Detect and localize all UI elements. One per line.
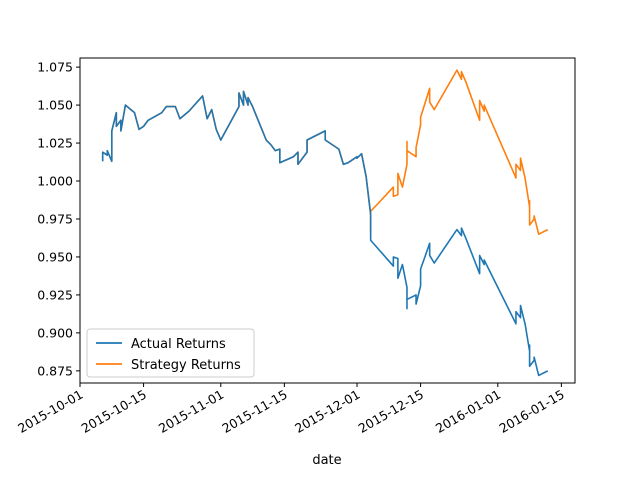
y-tick-label: 1.050: [37, 98, 73, 113]
plot-frame: [79, 57, 576, 384]
axes-layer: [79, 57, 576, 384]
y-tick-label: 1.025: [37, 136, 73, 151]
y-tick-label: 0.900: [37, 325, 73, 340]
y-tick-label: 1.075: [37, 60, 73, 75]
legend-label-actual-returns: Actual Returns: [131, 337, 226, 352]
series-line-actual-returns: [101, 90, 549, 377]
legend-box: [86, 328, 255, 378]
series-layer: [101, 69, 549, 377]
y-tick-label: 0.975: [37, 211, 73, 226]
legend-label-strategy-returns: Strategy Returns: [131, 358, 241, 373]
y-tick-label: 0.925: [37, 287, 73, 302]
legend: Actual Returns Strategy Returns: [86, 328, 255, 378]
x-axis-title: date: [312, 453, 341, 468]
y-tick-label: 0.950: [37, 249, 73, 264]
y-tick-label: 1.000: [37, 174, 73, 189]
y-axis: 0.875 0.900 0.925 0.950 0.975 1.000 1.025 1.050…: [37, 60, 80, 378]
y-tick-label: 0.875: [37, 363, 73, 378]
